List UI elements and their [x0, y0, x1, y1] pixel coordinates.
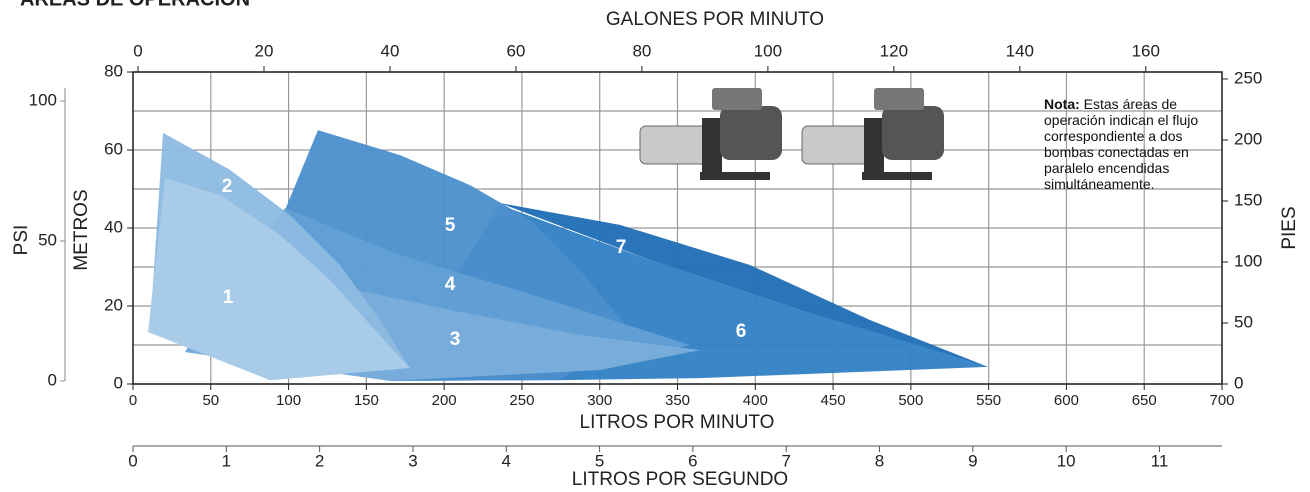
x-tick-label: 700 — [1209, 392, 1234, 409]
area-label: 5 — [445, 215, 456, 236]
area-label: 4 — [445, 274, 456, 295]
area-label: 3 — [450, 329, 461, 350]
x-tick-label: 300 — [587, 392, 612, 409]
x-tick-label: 100 — [276, 392, 301, 409]
y2-tick-label: 200 — [1234, 129, 1262, 148]
x-tick-label: 0 — [129, 392, 137, 409]
x2-tick-label: 60 — [506, 41, 525, 60]
note-label: Nota: — [1044, 96, 1080, 112]
x3-axis-label: LITROS POR SEGUNDO — [572, 469, 788, 490]
x3-tick-label: 8 — [875, 451, 884, 470]
x-tick-label: 250 — [509, 392, 534, 409]
x3-tick-label: 10 — [1057, 451, 1076, 470]
y2-tick-label: 0 — [1234, 373, 1243, 392]
y2-axis-label: PIES — [1279, 206, 1300, 249]
y-tick-label: 40 — [104, 217, 123, 236]
x3-tick-label: 7 — [781, 451, 790, 470]
pump-image — [801, 88, 944, 180]
operating-area — [147, 178, 410, 381]
x-tick-label: 450 — [821, 392, 846, 409]
x-tick-label: 400 — [743, 392, 768, 409]
y3-tick-label: 0 — [48, 370, 57, 389]
x-tick-label: 200 — [432, 392, 457, 409]
area-label: 6 — [736, 321, 747, 342]
x2-tick-label: 40 — [381, 41, 400, 60]
x-tick-label: 150 — [354, 392, 379, 409]
x-tick-label: 650 — [1132, 392, 1157, 409]
x2-tick-label: 20 — [255, 41, 274, 60]
x3-tick-label: 6 — [688, 451, 697, 470]
x2-axis-label: GALONES POR MINUTO — [606, 9, 824, 30]
operating-area — [499, 203, 989, 367]
x2-tick-label: 160 — [1132, 41, 1160, 60]
x3-tick-label: 3 — [408, 451, 417, 470]
y-tick-label: 60 — [104, 139, 123, 158]
chart-title: ÁREAS DE OPERACIÓN — [20, 0, 250, 10]
x2-tick-label: 100 — [754, 41, 782, 60]
pump-image — [639, 88, 782, 180]
x3-tick-label: 9 — [968, 451, 977, 470]
y-axis-label: METROS — [71, 189, 92, 270]
x3-tick-label: 5 — [595, 451, 604, 470]
y3-tick-label: 100 — [29, 91, 57, 110]
x2-tick-label: 120 — [880, 41, 908, 60]
x3-tick-label: 11 — [1151, 451, 1169, 470]
y-tick-label: 20 — [104, 295, 123, 314]
x-tick-label: 350 — [665, 392, 690, 409]
note: Nota: Estas áreas de operación indican e… — [1044, 96, 1216, 192]
y-tick-label: 0 — [114, 373, 123, 392]
x3-tick-label: 4 — [502, 451, 511, 470]
x3-tick-label: 0 — [128, 451, 137, 470]
x2-tick-label: 80 — [632, 41, 651, 60]
x3-tick-label: 2 — [315, 451, 324, 470]
area-label: 1 — [223, 287, 234, 308]
x-tick-label: 500 — [898, 392, 923, 409]
y2-tick-label: 250 — [1234, 68, 1262, 87]
y3-axis-label: PSI — [11, 225, 32, 256]
x2-tick-label: 140 — [1006, 41, 1034, 60]
y2-tick-label: 150 — [1234, 190, 1262, 209]
area-label: 7 — [616, 237, 627, 258]
y3-tick-label: 50 — [38, 230, 57, 249]
y2-tick-label: 50 — [1234, 312, 1253, 331]
area-label: 2 — [222, 176, 233, 197]
y2-tick-label: 100 — [1234, 251, 1262, 270]
y-tick-label: 80 — [104, 61, 123, 80]
x-tick-label: 50 — [202, 392, 219, 409]
x2-tick-label: 0 — [133, 41, 142, 60]
x-tick-label: 600 — [1054, 392, 1079, 409]
x-tick-label: 550 — [976, 392, 1001, 409]
x-axis-label: LITROS POR MINUTO — [580, 412, 775, 433]
note-text: Estas áreas de operación indican el fluj… — [1044, 96, 1199, 192]
x3-tick-label: 1 — [222, 451, 231, 470]
